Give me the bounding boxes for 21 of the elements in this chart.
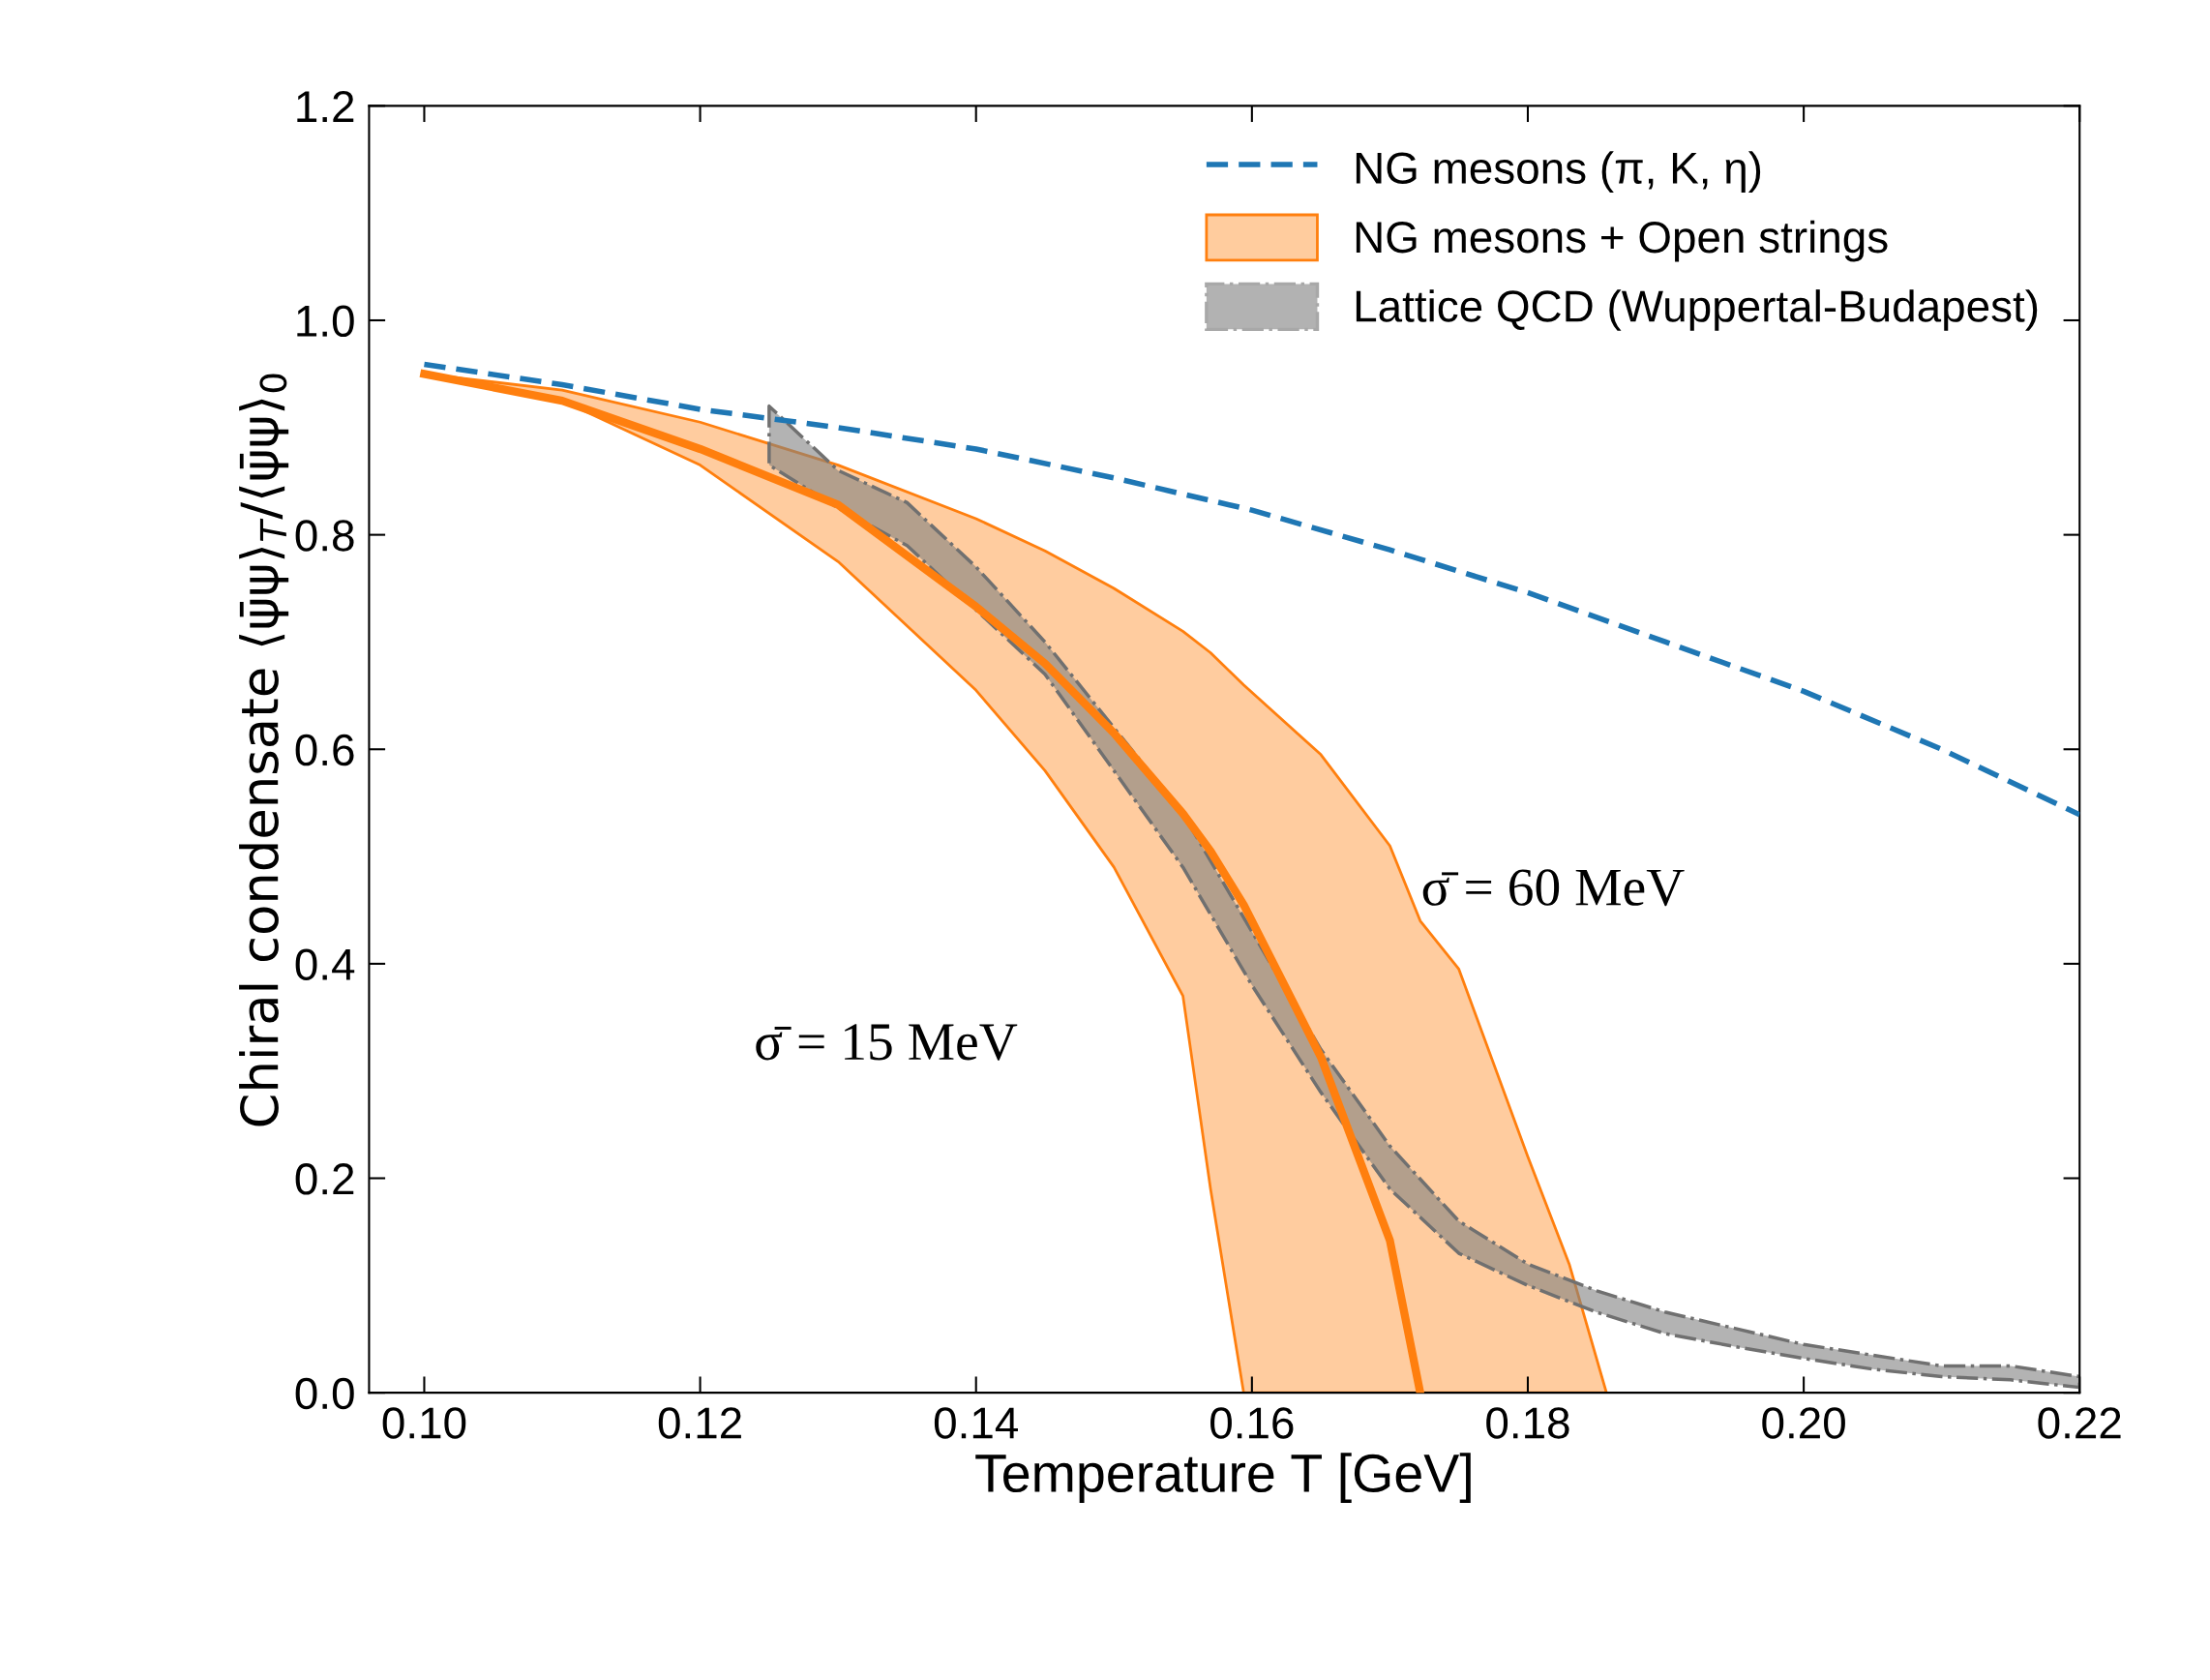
x-tick-label: 0.14 <box>934 1407 1018 1439</box>
x-tick-label: 0.18 <box>1486 1407 1569 1439</box>
y-tick-label: 1.0 <box>297 305 354 338</box>
annotation: σ̄ = 60 MeV <box>1422 869 1685 907</box>
legend-label: Lattice QCD (Wuppertal-Budapest) <box>1356 289 2038 331</box>
x-tick-label: 0.20 <box>1762 1407 1845 1439</box>
y-tick-label: 0.2 <box>295 1163 354 1195</box>
x-axis-title: Temperature T [GeV] <box>975 1453 1471 1504</box>
y-tick-label: 0.6 <box>295 734 354 766</box>
y-tick-label: 0.4 <box>295 948 355 980</box>
legend-label: NG mesons + Open strings <box>1356 220 1888 262</box>
x-tick-label: 0.16 <box>1210 1407 1294 1439</box>
x-tick-label: 0.22 <box>2038 1407 2121 1439</box>
x-tick-label: 0.10 <box>382 1407 466 1439</box>
legend-label: NG mesons (π, K, η) <box>1356 151 1761 194</box>
y-tick-label: 0.8 <box>295 520 354 552</box>
y-axis-title: Chiral condensate ⟨ψ̄ψ⟩$_{T}$/⟨ψ̄ψ⟩$_{0}$ <box>239 374 289 1126</box>
annotation: σ̄ = 15 MeV <box>756 1024 1018 1061</box>
y-tick-label: 1.2 <box>297 90 354 122</box>
x-tick-label: 0.12 <box>658 1407 741 1439</box>
y-tick-label: 0.0 <box>295 1377 354 1410</box>
